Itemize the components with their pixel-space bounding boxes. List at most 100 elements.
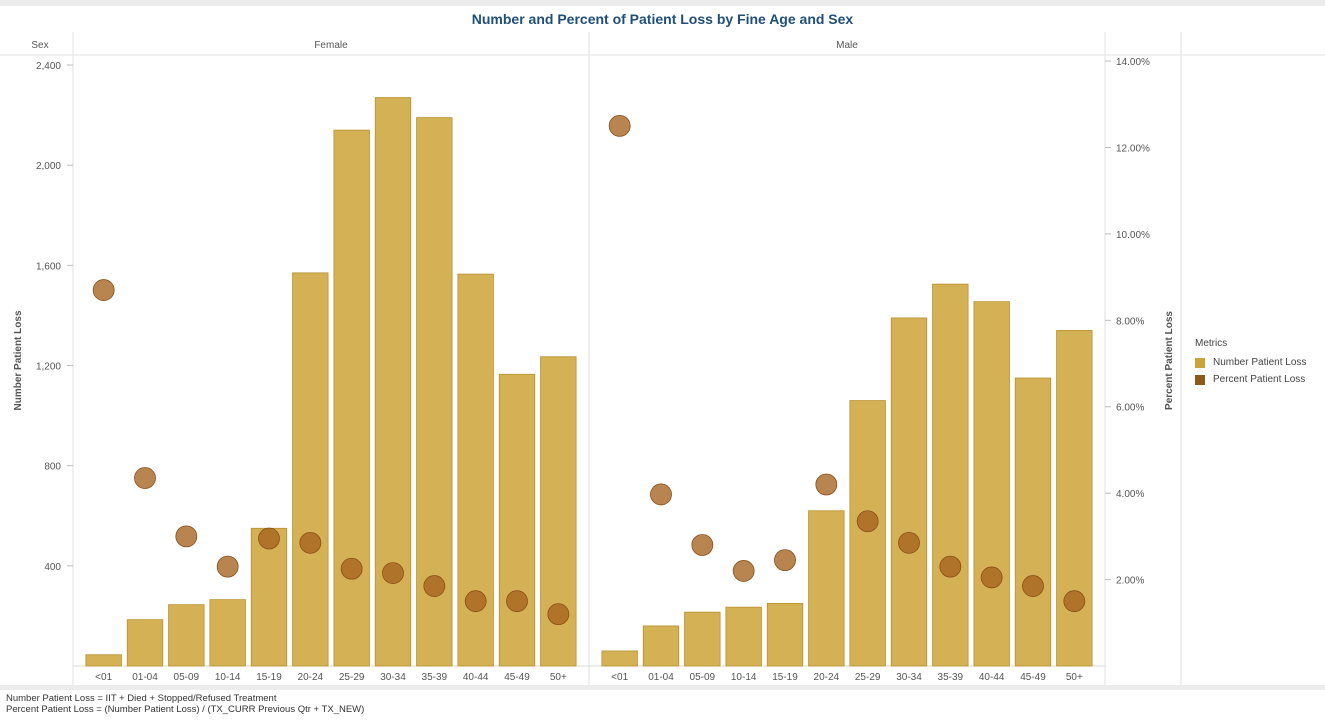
bar-male [808, 510, 845, 667]
bar-male [932, 283, 969, 667]
x-tick-label: 40-44 [979, 672, 1005, 683]
legend-swatch-percent [1195, 374, 1205, 385]
x-tick-label: 10-14 [215, 672, 241, 683]
x-tick-label: 15-19 [256, 672, 282, 683]
y2-tick-label: 2.00% [1116, 576, 1144, 587]
x-tick-label: 50+ [550, 672, 567, 683]
y2-tick-label: 4.00% [1116, 489, 1144, 500]
x-tick-label: 30-34 [380, 672, 406, 683]
y-axis-title: Number Patient Loss [13, 310, 24, 410]
x-tick-label: 05-09 [690, 672, 716, 683]
percent-dot-male [732, 560, 755, 582]
percent-dot-male [815, 473, 838, 496]
percent-dot-male [1063, 590, 1086, 613]
bar-male [766, 602, 804, 667]
y2-axis-title: Percent Patient Loss [1164, 311, 1175, 410]
percent-dot-female [299, 531, 322, 554]
x-tick-label: 20-24 [814, 672, 840, 683]
chart-title-bar: Number and Percent of Patient Loss by Fi… [0, 6, 1325, 32]
x-tick-label: 45-49 [1020, 672, 1046, 683]
bar-female [292, 272, 329, 667]
percent-dot-female [382, 562, 404, 584]
y2-tick-label: 8.00% [1116, 316, 1144, 327]
percent-dot-male [980, 566, 1003, 589]
x-tick-label: 01-04 [132, 672, 158, 683]
legend: Metrics Number Patient Loss Percent Pati… [1195, 338, 1306, 391]
x-tick-label: 10-14 [731, 672, 757, 683]
bar-female [250, 527, 288, 667]
x-tick-label: 20-24 [298, 672, 324, 683]
bar-female [416, 117, 453, 667]
y2-tick-label: 6.00% [1116, 403, 1144, 414]
percent-dot-female [423, 575, 446, 597]
bar-female [457, 273, 494, 667]
percent-dot-male [650, 483, 672, 506]
percent-dot-male [939, 555, 962, 578]
percent-dot-female [134, 467, 156, 489]
percent-dot-female [258, 527, 280, 550]
bar-male [601, 650, 638, 667]
bar-female [209, 599, 246, 667]
x-tick-label: 25-29 [339, 672, 365, 683]
x-tick-label: 15-19 [772, 672, 798, 683]
y-tick-label: 1,600 [36, 261, 61, 272]
percent-dot-male [898, 531, 920, 554]
percent-dot-male [1022, 575, 1044, 597]
y2-tick-label: 10.00% [1116, 230, 1150, 241]
x-tick-label: 50+ [1066, 672, 1083, 683]
x-tick-label: 01-04 [648, 672, 674, 683]
y-tick-label: 1,200 [36, 362, 61, 373]
percent-dot-female [464, 590, 487, 613]
footnotes: Number Patient Loss = IIT + Died + Stopp… [6, 693, 364, 715]
bar-male [849, 400, 886, 667]
x-tick-label: 45-49 [504, 672, 530, 683]
bar-female [498, 373, 536, 667]
y-tick-label: 2,400 [36, 61, 61, 72]
percent-dot-female [216, 555, 239, 578]
panel-header-male: Male [836, 40, 858, 51]
legend-label-number: Number Patient Loss [1213, 357, 1307, 368]
y2-tick-label: 14.00% [1116, 57, 1150, 68]
bar-female [85, 654, 122, 667]
x-tick-label: 25-29 [855, 672, 881, 683]
bar-male [684, 611, 721, 667]
y-tick-label: 400 [44, 562, 61, 573]
bar-male [725, 606, 762, 667]
top-divider [0, 0, 1325, 6]
panel-header-female: Female [314, 40, 348, 51]
legend-label-percent: Percent Patient Loss [1213, 374, 1306, 385]
percent-dot-female [175, 525, 198, 548]
bar-male [642, 625, 680, 667]
bar-female [333, 129, 370, 667]
x-tick-label: <01 [611, 672, 628, 683]
percent-dot-female [340, 557, 363, 580]
bar-female [168, 604, 205, 667]
footnote-number-definition: Number Patient Loss = IIT + Died + Stopp… [6, 693, 277, 704]
percent-dot-female [506, 590, 528, 613]
percent-dot-male [691, 534, 714, 556]
legend-item-percent[interactable]: Percent Patient Loss [1195, 374, 1306, 385]
x-tick-label: 40-44 [463, 672, 489, 683]
percent-dot-male [608, 114, 631, 137]
chart-canvas: Sex Female Male 400 800 1,200 1,600 2,000 2,400 2… [0, 32, 1325, 685]
bar-male [1056, 330, 1093, 667]
x-tick-label: 30-34 [896, 672, 922, 683]
bottom-divider [0, 685, 1325, 690]
y2-tick-label: 12.00% [1116, 143, 1150, 154]
y-tick-label: 2,000 [36, 161, 61, 172]
y-tick-label: 800 [44, 462, 61, 473]
legend-title: Metrics [1195, 338, 1228, 349]
bar-male [890, 317, 928, 667]
legend-item-number[interactable]: Number Patient Loss [1195, 357, 1306, 368]
x-tick-label: 35-39 [938, 672, 964, 683]
x-tick-label: <01 [95, 672, 112, 683]
legend-swatch-number [1195, 357, 1205, 368]
bar-female [540, 356, 577, 667]
bar-female [126, 619, 164, 667]
x-tick-label: 35-39 [422, 672, 448, 683]
percent-dot-male [774, 549, 796, 572]
x-tick-label: 05-09 [174, 672, 200, 683]
percent-dot-female [547, 603, 570, 626]
footnote-percent-definition: Percent Patient Loss = (Number Patient L… [6, 704, 365, 715]
chart-title: Number and Percent of Patient Loss by Fi… [471, 11, 854, 27]
